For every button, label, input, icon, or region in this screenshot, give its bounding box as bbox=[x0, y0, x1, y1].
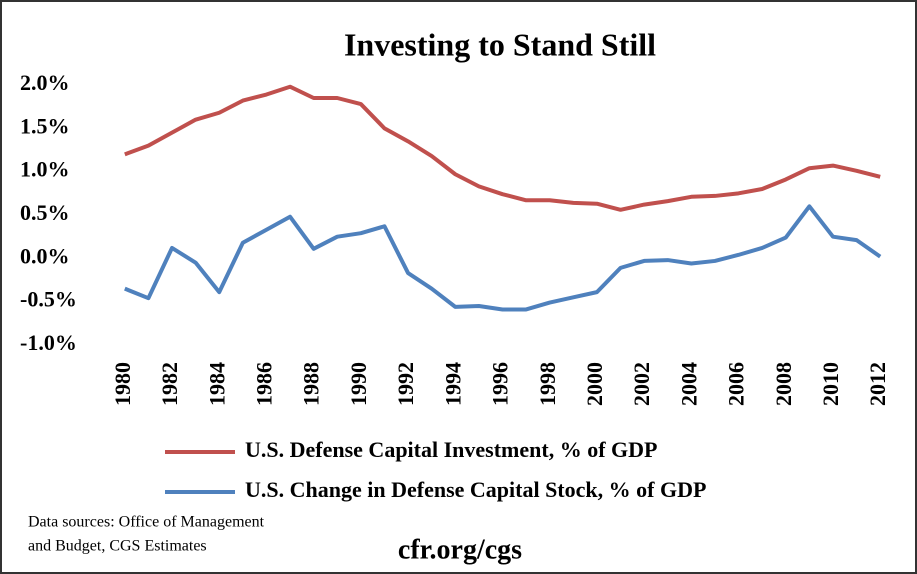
x-tick-label: 1990 bbox=[346, 362, 371, 406]
x-tick-label: 2004 bbox=[676, 362, 701, 406]
legend-label: U.S. Defense Capital Investment, % of GD… bbox=[245, 437, 657, 462]
x-tick-label: 1984 bbox=[204, 362, 229, 406]
y-tick-label: 1.0% bbox=[20, 157, 70, 182]
y-tick-label: 2.0% bbox=[20, 70, 70, 95]
source-note: Data sources: Office of Management bbox=[28, 514, 265, 531]
x-tick-label: 2008 bbox=[771, 362, 796, 406]
x-tick-label: 2006 bbox=[724, 362, 749, 406]
y-tick-label: -0.5% bbox=[20, 287, 77, 312]
x-tick-label: 1980 bbox=[110, 362, 135, 406]
x-tick-label: 1986 bbox=[251, 362, 276, 406]
legend-label: U.S. Change in Defense Capital Stock, % … bbox=[245, 477, 706, 502]
y-tick-label: 0.0% bbox=[20, 243, 70, 268]
x-tick-label: 1994 bbox=[440, 362, 465, 406]
source-note: and Budget, CGS Estimates bbox=[28, 538, 207, 555]
y-tick-label: 0.5% bbox=[20, 200, 70, 225]
x-tick-label: 2002 bbox=[629, 362, 654, 406]
footer: cfr.org/cgs bbox=[398, 534, 522, 565]
line-series bbox=[124, 84, 881, 212]
x-tick-label: 1996 bbox=[488, 362, 513, 406]
y-tick-label: 1.5% bbox=[20, 113, 70, 138]
x-tick-label: 1998 bbox=[535, 362, 560, 406]
x-tick-label: 2010 bbox=[818, 362, 843, 406]
x-tick-label: 1982 bbox=[157, 362, 182, 406]
line-series bbox=[124, 204, 882, 312]
x-tick-label: 1992 bbox=[393, 362, 418, 406]
x-tick-label: 2000 bbox=[582, 362, 607, 406]
chart-title: Investing to Stand Still bbox=[344, 26, 656, 62]
x-tick-label: 2012 bbox=[865, 362, 890, 406]
y-tick-label: -1.0% bbox=[20, 330, 77, 355]
x-tick-label: 1988 bbox=[299, 362, 324, 406]
